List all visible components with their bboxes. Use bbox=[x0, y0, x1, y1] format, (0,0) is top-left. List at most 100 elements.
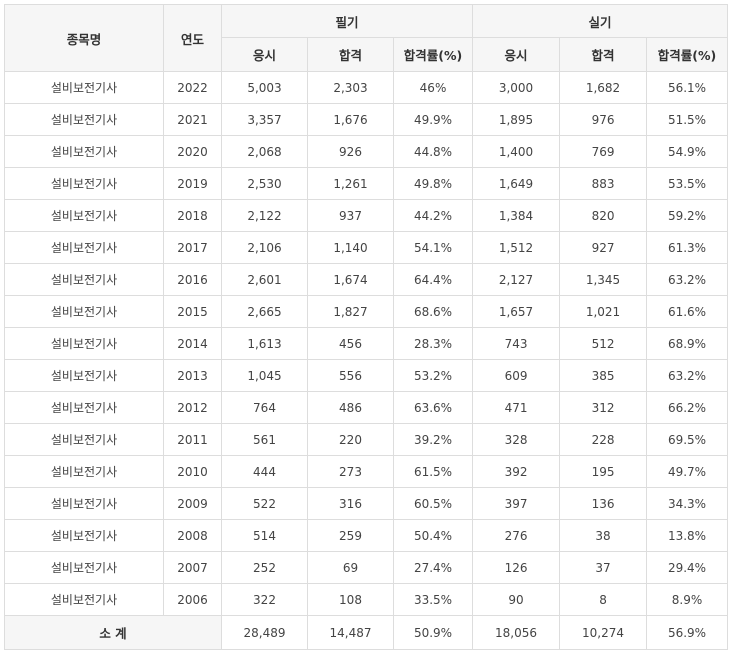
cell-written-rate: 50.4% bbox=[392, 519, 474, 552]
cell-subject: 설비보전기사 bbox=[4, 199, 164, 232]
cell-practical-rate: 54.9% bbox=[646, 135, 729, 168]
cell-practical-passed: 38 bbox=[559, 519, 648, 552]
header-written-exam: 필기 bbox=[220, 4, 474, 38]
cell-written-applicants: 2,665 bbox=[221, 295, 308, 328]
cell-practical-passed: 385 bbox=[559, 359, 648, 392]
cell-written-applicants: 5,003 bbox=[221, 71, 308, 104]
cell-practical-passed: 769 bbox=[559, 135, 648, 168]
cell-practical-passed: 512 bbox=[559, 327, 648, 360]
cell-written-passed: 259 bbox=[307, 519, 394, 552]
cell-written-rate: 33.5% bbox=[392, 583, 474, 616]
cell-subject: 설비보전기사 bbox=[4, 423, 164, 456]
table-row: 설비보전기사 2010 444 273 61.5% 392 195 49.7% bbox=[4, 455, 729, 488]
cell-written-applicants: 561 bbox=[221, 423, 308, 456]
total-practical-applicants: 18,056 bbox=[472, 615, 561, 650]
header-row-sub: 응시 합격 합격률(%) 응시 합격 합격률(%) bbox=[5, 37, 729, 72]
cell-subject: 설비보전기사 bbox=[4, 583, 164, 616]
cell-practical-applicants: 328 bbox=[472, 423, 561, 456]
cell-practical-rate: 13.8% bbox=[646, 519, 729, 552]
cell-written-applicants: 444 bbox=[221, 455, 308, 488]
cell-year: 2018 bbox=[163, 199, 222, 232]
cell-practical-rate: 29.4% bbox=[646, 551, 729, 584]
cell-written-rate: 49.8% bbox=[392, 167, 474, 200]
cell-practical-passed: 976 bbox=[559, 103, 648, 136]
cell-year: 2007 bbox=[163, 551, 222, 584]
cell-written-applicants: 322 bbox=[221, 583, 308, 616]
cell-written-applicants: 1,613 bbox=[221, 327, 308, 360]
cell-year: 2006 bbox=[163, 583, 222, 616]
cell-practical-applicants: 392 bbox=[472, 455, 561, 488]
cell-written-rate: 63.6% bbox=[392, 391, 474, 424]
cell-written-rate: 39.2% bbox=[392, 423, 474, 456]
total-written-passed: 14,487 bbox=[307, 615, 394, 650]
cell-subject: 설비보전기사 bbox=[4, 231, 164, 264]
table-row: 설비보전기사 2017 2,106 1,140 54.1% 1,512 927 61.3% bbox=[4, 231, 729, 264]
table-header: 종목명 연도 필기 실기 응시 합격 합격률(%) 응시 합격 합격률(%) bbox=[4, 4, 729, 72]
cell-practical-applicants: 1,895 bbox=[472, 103, 561, 136]
cell-practical-passed: 820 bbox=[559, 199, 648, 232]
cell-written-rate: 28.3% bbox=[392, 327, 474, 360]
cell-practical-applicants: 397 bbox=[472, 487, 561, 520]
cell-practical-applicants: 3,000 bbox=[472, 71, 561, 104]
cell-practical-passed: 1,682 bbox=[559, 71, 648, 104]
cell-practical-rate: 63.2% bbox=[646, 263, 729, 296]
cell-practical-passed: 883 bbox=[559, 167, 648, 200]
cell-written-passed: 1,140 bbox=[307, 231, 394, 264]
cell-written-applicants: 252 bbox=[221, 551, 308, 584]
cell-practical-rate: 34.3% bbox=[646, 487, 729, 520]
cell-practical-passed: 312 bbox=[559, 391, 648, 424]
cell-practical-rate: 51.5% bbox=[646, 103, 729, 136]
cell-practical-rate: 59.2% bbox=[646, 199, 729, 232]
cell-subject: 설비보전기사 bbox=[4, 71, 164, 104]
cell-written-rate: 44.8% bbox=[392, 135, 474, 168]
table-row: 설비보전기사 2018 2,122 937 44.2% 1,384 820 59.2% bbox=[4, 199, 729, 232]
cell-subject: 설비보전기사 bbox=[4, 263, 164, 296]
cell-written-applicants: 514 bbox=[221, 519, 308, 552]
header-written-rate: 합격률(%) bbox=[392, 37, 474, 72]
cell-practical-rate: 56.1% bbox=[646, 71, 729, 104]
table-row: 설비보전기사 2013 1,045 556 53.2% 609 385 63.2% bbox=[4, 359, 729, 392]
cell-year: 2009 bbox=[163, 487, 222, 520]
table-row: 설비보전기사 2020 2,068 926 44.8% 1,400 769 54.9% bbox=[4, 135, 729, 168]
cell-year: 2008 bbox=[163, 519, 222, 552]
cell-practical-applicants: 1,384 bbox=[472, 199, 561, 232]
cell-written-applicants: 2,530 bbox=[221, 167, 308, 200]
cell-written-rate: 27.4% bbox=[392, 551, 474, 584]
header-practical-rate: 합격률(%) bbox=[646, 37, 729, 72]
header-practical-exam: 실기 bbox=[472, 4, 729, 38]
total-written-applicants: 28,489 bbox=[221, 615, 308, 650]
cell-written-applicants: 1,045 bbox=[221, 359, 308, 392]
cell-practical-applicants: 276 bbox=[472, 519, 561, 552]
cell-written-rate: 61.5% bbox=[392, 455, 474, 488]
cell-written-passed: 69 bbox=[307, 551, 394, 584]
cell-written-rate: 54.1% bbox=[392, 231, 474, 264]
table-row: 설비보전기사 2021 3,357 1,676 49.9% 1,895 976 51.5% bbox=[4, 103, 729, 136]
table-row: 설비보전기사 2012 764 486 63.6% 471 312 66.2% bbox=[4, 391, 729, 424]
cell-year: 2017 bbox=[163, 231, 222, 264]
cell-practical-passed: 228 bbox=[559, 423, 648, 456]
table-row: 설비보전기사 2014 1,613 456 28.3% 743 512 68.9% bbox=[4, 327, 729, 360]
cell-practical-passed: 1,345 bbox=[559, 263, 648, 296]
cell-written-passed: 486 bbox=[307, 391, 394, 424]
cell-written-passed: 937 bbox=[307, 199, 394, 232]
cell-written-passed: 220 bbox=[307, 423, 394, 456]
cell-practical-passed: 136 bbox=[559, 487, 648, 520]
header-practical-passed: 합격 bbox=[559, 37, 648, 72]
cell-practical-passed: 927 bbox=[559, 231, 648, 264]
cell-written-applicants: 2,122 bbox=[221, 199, 308, 232]
cell-year: 2021 bbox=[163, 103, 222, 136]
cell-year: 2020 bbox=[163, 135, 222, 168]
cell-written-rate: 44.2% bbox=[392, 199, 474, 232]
table-row: 설비보전기사 2008 514 259 50.4% 276 38 13.8% bbox=[4, 519, 729, 552]
total-row: 소 계 28,489 14,487 50.9% 18,056 10,274 56… bbox=[4, 615, 729, 650]
cell-subject: 설비보전기사 bbox=[4, 167, 164, 200]
table-row: 설비보전기사 2006 322 108 33.5% 90 8 8.9% bbox=[4, 583, 729, 616]
header-year: 연도 bbox=[163, 4, 222, 72]
cell-written-passed: 2,303 bbox=[307, 71, 394, 104]
cell-written-applicants: 764 bbox=[221, 391, 308, 424]
exam-stats-table: 종목명 연도 필기 실기 응시 합격 합격률(%) 응시 합격 합격률(%) 설… bbox=[4, 4, 729, 650]
cell-written-passed: 1,674 bbox=[307, 263, 394, 296]
cell-practical-passed: 1,021 bbox=[559, 295, 648, 328]
cell-written-passed: 456 bbox=[307, 327, 394, 360]
cell-subject: 설비보전기사 bbox=[4, 327, 164, 360]
